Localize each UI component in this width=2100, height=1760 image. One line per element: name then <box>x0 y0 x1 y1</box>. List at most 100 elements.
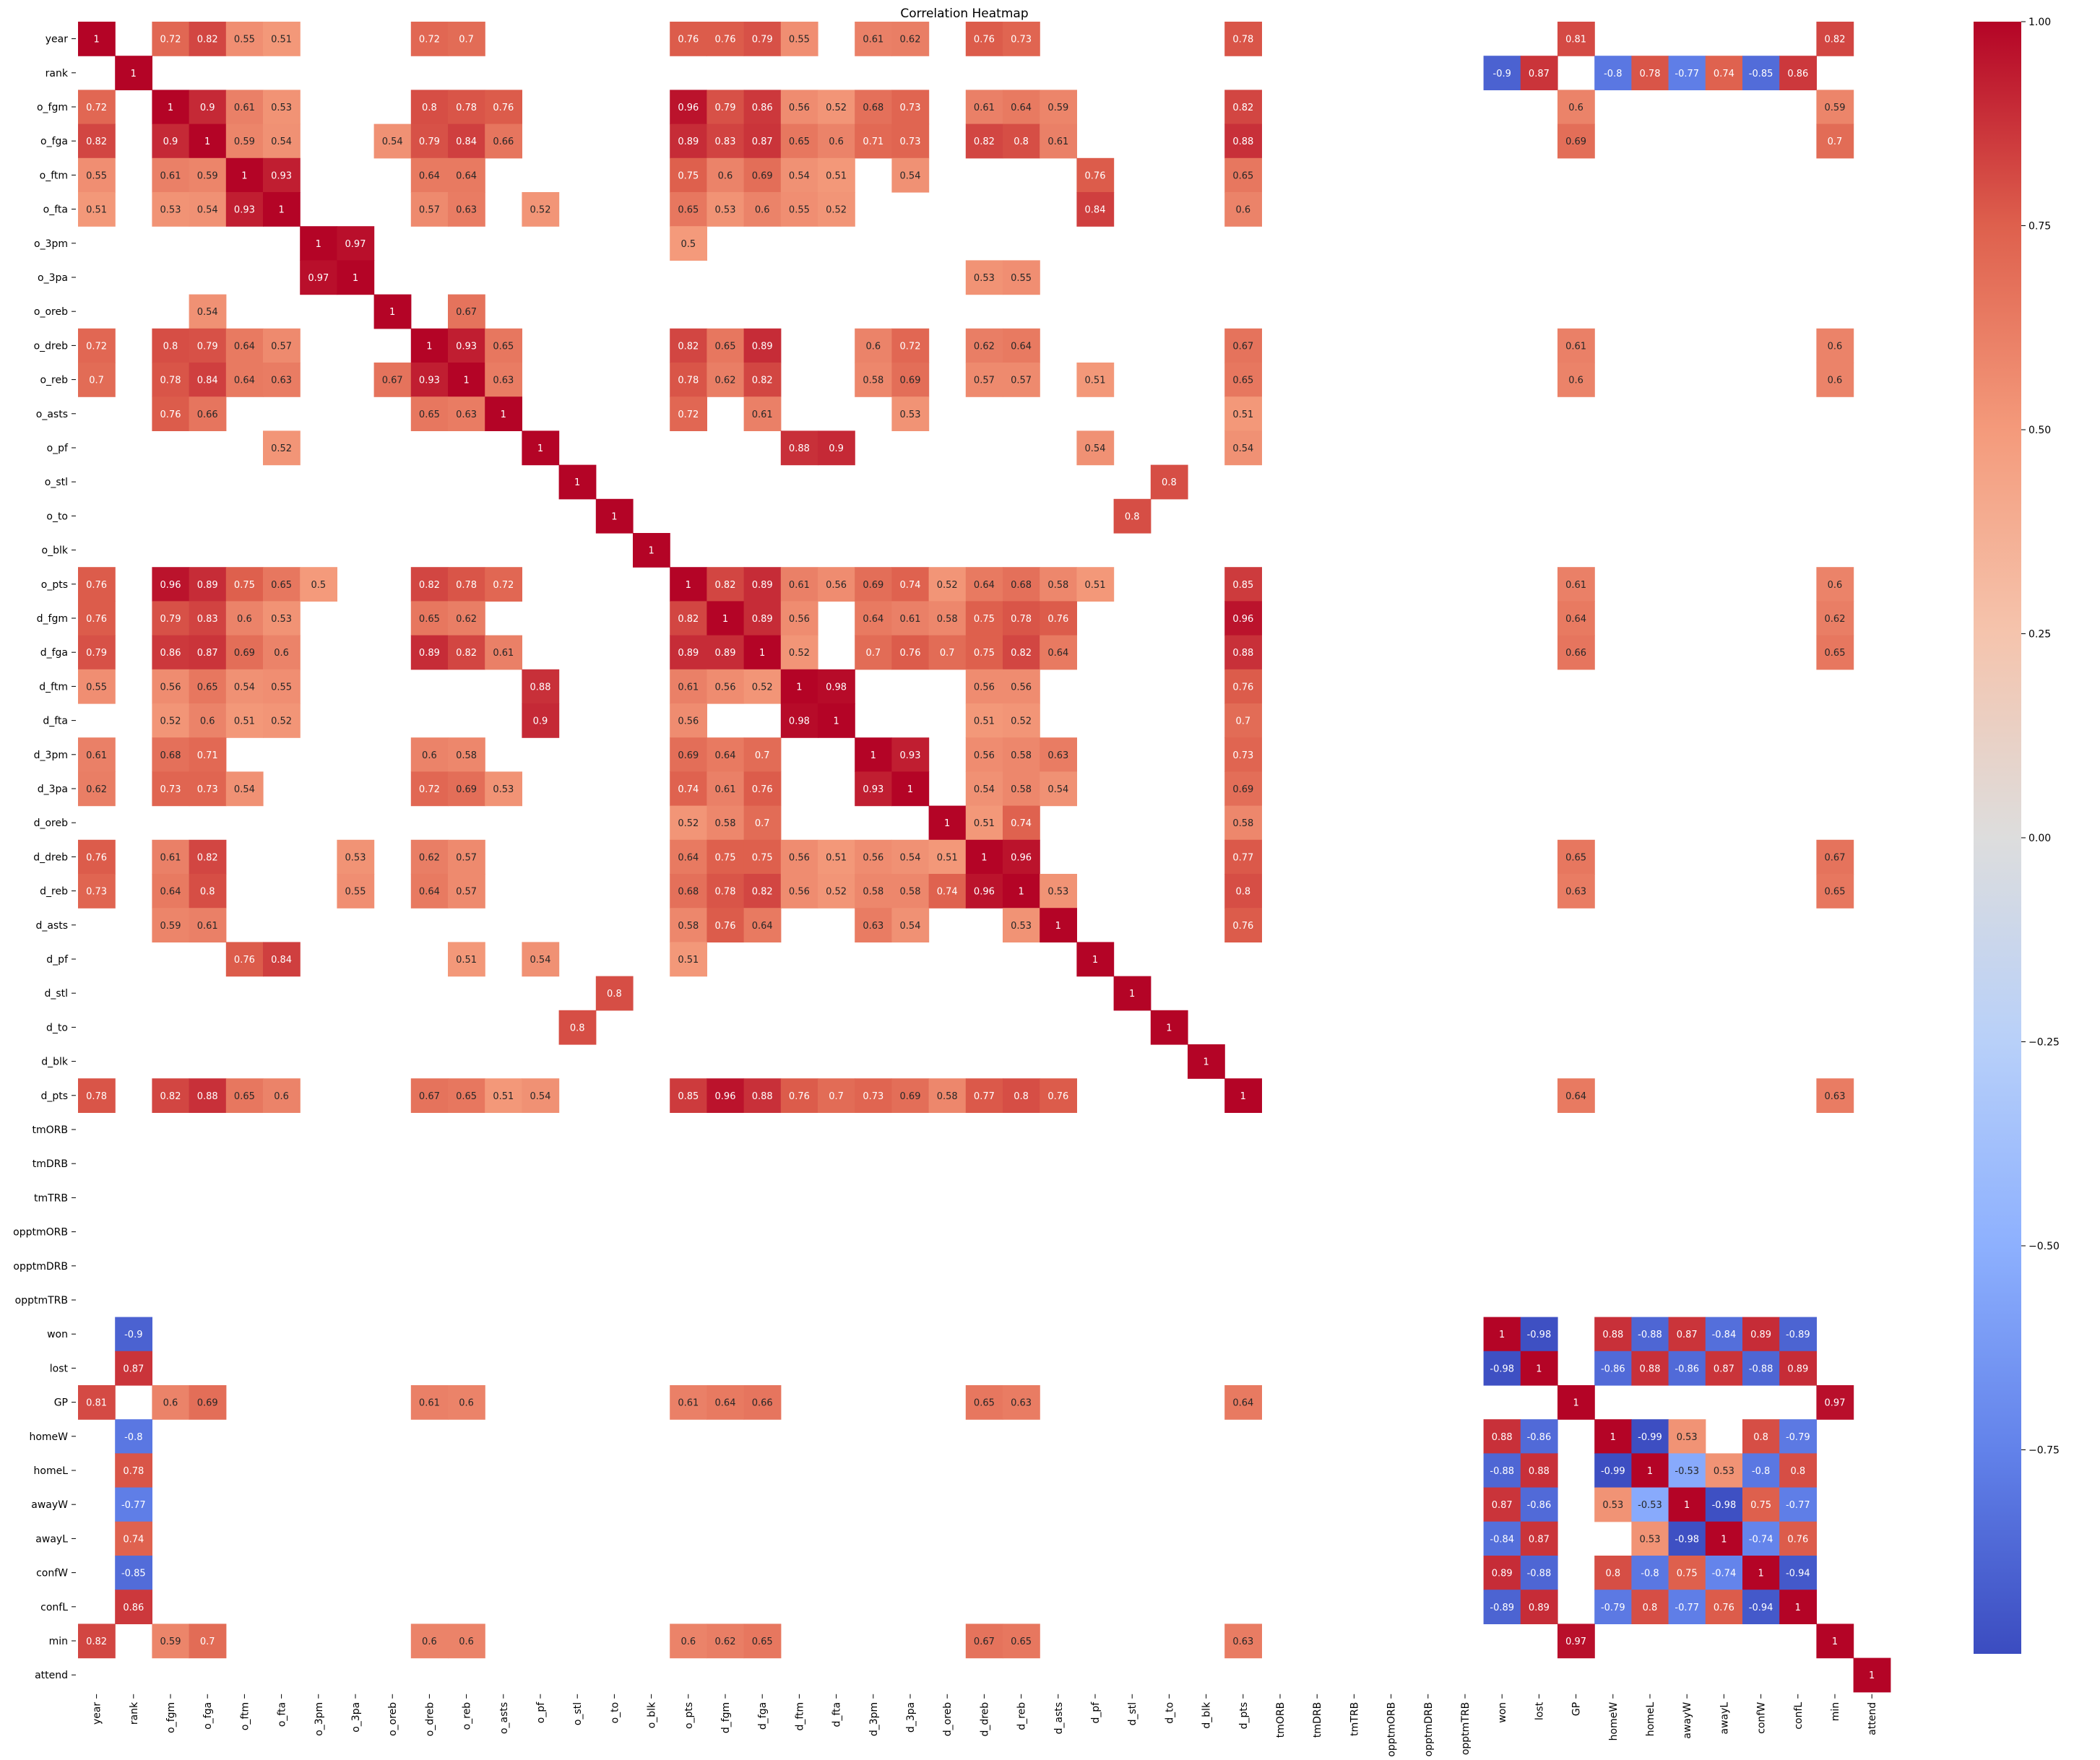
cell-value-label: 0.56 <box>160 682 181 693</box>
cell-value-label: 0.56 <box>789 103 810 113</box>
heatmap-cell <box>855 601 892 636</box>
heatmap-cell <box>152 157 190 193</box>
cell-value-label: 0.89 <box>1529 1603 1550 1613</box>
cell-value-label: 0.55 <box>86 170 107 181</box>
cell-value-label: 0.72 <box>900 341 921 352</box>
heatmap-cell <box>670 669 707 704</box>
y-tick-label: d_fga <box>40 647 68 659</box>
cell-value-label: -0.84 <box>1490 1534 1514 1545</box>
heatmap-cell <box>1779 1351 1817 1386</box>
heatmap-cell <box>1224 908 1262 942</box>
cell-value-label: 0.57 <box>974 376 995 386</box>
heatmap-cell <box>855 874 892 909</box>
x-tick-label: o_fgm <box>165 1702 177 1733</box>
heatmap-cell <box>780 669 818 704</box>
cell-value-label: 0.51 <box>937 852 958 863</box>
heatmap-cell <box>78 839 116 875</box>
heatmap-cell <box>743 396 782 431</box>
cell-value-label: 0.72 <box>86 103 107 113</box>
heatmap-cell <box>78 635 116 670</box>
heatmap-cell <box>152 635 190 670</box>
cell-value-label: 0.64 <box>863 614 883 625</box>
heatmap-cell <box>1224 396 1262 431</box>
cell-value-label: 0.82 <box>1232 103 1253 113</box>
heatmap-cell <box>891 839 930 875</box>
cell-value-label: 0.58 <box>863 376 883 386</box>
heatmap-cell <box>891 601 930 636</box>
y-tick-label: d_reb <box>40 886 68 898</box>
cell-value-label: 0.63 <box>456 409 477 420</box>
heatmap-cell <box>263 635 301 670</box>
heatmap-cell <box>1779 1317 1817 1352</box>
y-tick-label: d_asts <box>35 920 68 932</box>
cell-value-label: 0.56 <box>789 852 810 863</box>
y-tick-label: d_oreb <box>34 818 69 829</box>
cell-value-label: 0.52 <box>789 648 810 659</box>
heatmap-cell <box>263 601 301 636</box>
heatmap-cell <box>965 328 1003 363</box>
y-tick-label: d_3pa <box>38 784 68 795</box>
heatmap-cell <box>1668 1419 1706 1454</box>
y-tick-label: d_fgm <box>37 613 68 625</box>
cell-value-label: 0.75 <box>974 648 995 659</box>
x-tick-label: d_3pa <box>905 1702 917 1733</box>
cell-value-label: 0.89 <box>197 580 218 591</box>
cell-value-label: 0.88 <box>530 682 551 693</box>
heatmap-cell <box>337 874 375 909</box>
cell-value-label: 1 <box>1610 1432 1616 1443</box>
cell-value-label: 0.78 <box>456 580 477 591</box>
cell-value-label: -0.8 <box>124 1432 142 1443</box>
heatmap-cell <box>1003 874 1040 909</box>
cell-value-label: 0.69 <box>900 1091 921 1102</box>
heatmap-cell <box>78 363 116 397</box>
cell-value-label: 0.6 <box>865 341 881 352</box>
cell-value-label: -0.88 <box>1638 1330 1662 1340</box>
heatmap-cell <box>965 601 1003 636</box>
heatmap-cell <box>1779 1453 1817 1488</box>
cell-value-label: 1 <box>1203 1057 1209 1068</box>
cell-value-label: 1 <box>204 136 210 147</box>
heatmap-cell <box>855 123 892 159</box>
x-tick-labels: year rank o_fgm o_fga o_ftm o_fta o_3pm o_3pa o_… <box>92 1694 1878 1757</box>
heatmap-cell <box>78 669 116 704</box>
heatmap-cell <box>1816 635 1854 670</box>
heatmap-cell <box>1705 1556 1743 1590</box>
heatmap-cell <box>1594 1556 1632 1590</box>
heatmap-cell <box>670 90 707 125</box>
heatmap-cell <box>1668 1453 1706 1488</box>
heatmap-cell <box>115 1521 152 1556</box>
cell-value-label: 1 <box>1684 1500 1690 1511</box>
cell-value-label: 0.97 <box>345 239 366 250</box>
heatmap-cell <box>1224 328 1262 363</box>
cell-value-label: -0.85 <box>121 1569 146 1579</box>
cell-value-label: 0.61 <box>1047 136 1068 147</box>
heatmap-cell <box>373 123 412 159</box>
cell-value-label: -0.88 <box>1490 1466 1514 1477</box>
cell-value-label: 0.87 <box>1714 1364 1734 1374</box>
heatmap-cell <box>410 601 449 636</box>
heatmap-cell <box>189 635 227 670</box>
heatmap-cell <box>670 567 707 602</box>
heatmap-cell <box>707 157 745 193</box>
cell-value-label: 0.9 <box>163 136 178 147</box>
heatmap-cell <box>1520 1453 1558 1488</box>
colorbar-tick-label: 0.75 <box>2028 221 2051 233</box>
heatmap-cell <box>1668 1590 1706 1624</box>
y-tick-label: o_pf <box>47 443 69 454</box>
heatmap-cell <box>818 90 855 125</box>
cell-value-label: -0.53 <box>1675 1466 1699 1477</box>
heatmap-cell <box>707 635 745 670</box>
heatmap-cell <box>1520 1590 1558 1624</box>
cell-value-label: 0.54 <box>974 784 995 795</box>
heatmap-cell <box>743 601 782 636</box>
cell-value-label: -0.77 <box>1675 1603 1699 1613</box>
x-tick-label: d_blk <box>1201 1702 1213 1729</box>
cell-value-label: 0.61 <box>752 409 773 420</box>
heatmap-cell <box>1224 601 1262 636</box>
heatmap-cell <box>965 669 1003 704</box>
heatmap-cell <box>189 328 227 363</box>
heatmap-cell <box>1816 90 1854 125</box>
heatmap-cell <box>152 703 190 738</box>
cell-value-label: 1 <box>611 511 617 522</box>
heatmap-cell <box>670 192 707 227</box>
